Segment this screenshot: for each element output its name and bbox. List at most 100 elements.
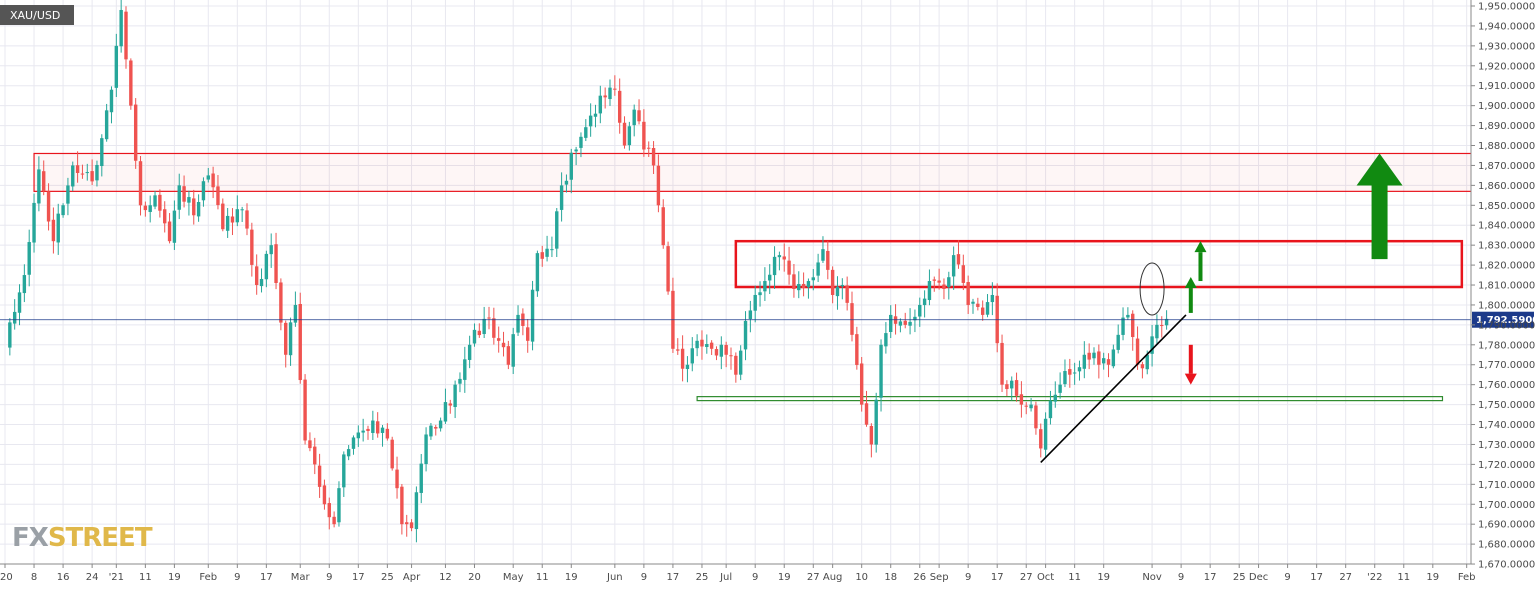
candle-body xyxy=(153,195,157,207)
logo-street: STREET xyxy=(48,523,153,553)
y-tick-label: 1,800.0000 xyxy=(1478,300,1535,311)
candle-body xyxy=(700,339,704,347)
x-tick-label: 18 xyxy=(884,572,897,583)
candle-body xyxy=(627,126,632,146)
x-tick-label: 9 xyxy=(1284,572,1290,583)
x-tick-label: 9 xyxy=(965,572,971,583)
candle-body xyxy=(1019,394,1024,405)
candle-body xyxy=(593,113,598,117)
candle-body xyxy=(1072,372,1077,374)
candle-body xyxy=(801,283,806,289)
candle-body xyxy=(95,164,99,181)
candle-body xyxy=(550,249,554,251)
candle-body xyxy=(1034,405,1038,429)
candle-body xyxy=(100,138,104,167)
candle-body xyxy=(22,275,27,294)
candle-body xyxy=(598,95,603,114)
x-tick-label: 17 xyxy=(260,572,273,583)
x-tick-label: 9 xyxy=(234,572,240,583)
candle-body xyxy=(250,229,254,265)
candle-body xyxy=(922,298,927,306)
candle-body xyxy=(429,425,433,437)
y-tick-label: 1,740.0000 xyxy=(1478,420,1535,431)
y-tick-label: 1,810.0000 xyxy=(1478,281,1535,292)
candle-body xyxy=(748,310,753,319)
candle-body xyxy=(835,286,840,297)
candle-body xyxy=(927,281,932,301)
symbol-badge-bg xyxy=(0,5,74,25)
x-tick-label: '20 xyxy=(0,572,13,583)
candle-body xyxy=(545,248,549,257)
candle-body xyxy=(356,432,361,439)
candle-body xyxy=(56,213,60,243)
arrow-head xyxy=(1194,241,1207,253)
candle-body xyxy=(293,304,298,323)
candle-body xyxy=(322,485,327,505)
candle-body xyxy=(685,364,690,370)
candle-body xyxy=(714,349,719,356)
arrow-head xyxy=(1356,153,1403,186)
candle-body xyxy=(109,89,114,113)
candle-body xyxy=(395,469,399,489)
x-tick-label: 19 xyxy=(565,572,578,583)
candle-body xyxy=(75,165,80,173)
arrow-shaft xyxy=(1188,288,1193,313)
y-tick-label: 1,930.0000 xyxy=(1478,41,1535,52)
candle-body xyxy=(1145,354,1149,370)
y-tick-label: 1,780.0000 xyxy=(1478,340,1535,351)
candle-body xyxy=(375,421,380,434)
candle-body xyxy=(1048,400,1053,419)
candle-body xyxy=(753,294,757,311)
candle-body xyxy=(676,349,680,351)
y-tick-label: 1,830.0000 xyxy=(1478,241,1535,252)
candle-body xyxy=(666,246,670,292)
candle-body xyxy=(680,348,685,369)
candle-body xyxy=(346,449,351,457)
candle-body xyxy=(496,338,501,341)
symbol-badge: XAU/USD xyxy=(0,5,74,25)
candle-body xyxy=(845,285,849,303)
candle-body xyxy=(1063,371,1067,385)
candle-body xyxy=(913,316,917,321)
arrow-shaft xyxy=(1188,344,1193,374)
candle-body xyxy=(656,165,661,206)
candle-body xyxy=(961,265,966,283)
current-price-badge-bg xyxy=(1472,311,1534,328)
candle-body xyxy=(768,274,772,281)
candle-body xyxy=(830,269,835,295)
x-tick-label: 17 xyxy=(1310,572,1323,583)
candle-body xyxy=(443,402,448,422)
candle-body xyxy=(506,346,511,365)
y-tick-label: 1,790.0000 xyxy=(1478,320,1535,331)
y-tick-label: 1,710.0000 xyxy=(1478,480,1535,491)
candle-body xyxy=(1010,380,1014,389)
symbol-label: XAU/USD xyxy=(10,9,60,22)
resistance-zone xyxy=(734,239,1464,289)
candle-body xyxy=(298,304,302,381)
candle-body xyxy=(797,284,801,291)
candle-body xyxy=(27,242,31,275)
candle-body xyxy=(1000,342,1004,385)
candle-body xyxy=(632,109,636,126)
candle-body xyxy=(177,185,181,210)
candle-body xyxy=(1164,318,1169,326)
x-tick-label: Jul xyxy=(719,572,732,583)
x-tick-label: 27 xyxy=(807,572,820,583)
y-tick-label: 1,900.0000 xyxy=(1478,101,1535,112)
candle-body xyxy=(850,303,854,335)
x-tick-label: 11 xyxy=(1068,572,1081,583)
candle-body xyxy=(535,253,540,292)
candle-body xyxy=(366,428,370,431)
candle-body xyxy=(980,307,985,315)
candle-body xyxy=(1121,317,1125,335)
candle-body xyxy=(438,420,443,429)
highlight-ellipse xyxy=(1139,262,1165,316)
x-tick-label: 12 xyxy=(439,572,452,583)
arrow-shaft xyxy=(1198,252,1203,282)
candle-body xyxy=(17,292,22,313)
x-tick-label: 26 xyxy=(913,572,926,583)
candle-body xyxy=(743,320,748,350)
